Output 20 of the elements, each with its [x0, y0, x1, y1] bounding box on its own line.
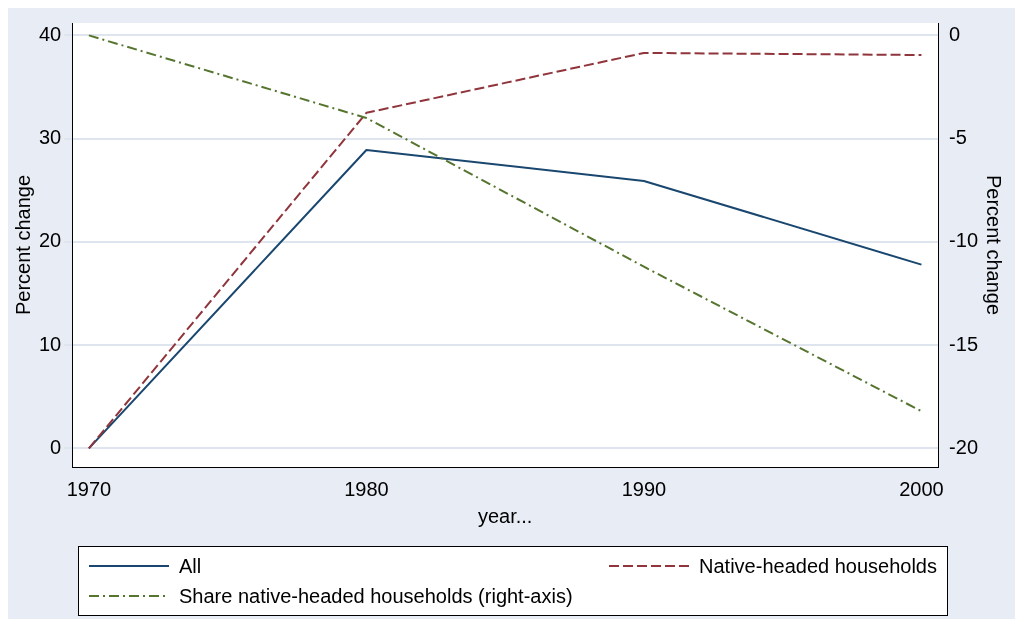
y-axis-title: Percent change [11, 174, 34, 316]
legend-label: All [179, 554, 202, 578]
x-tick-label: 2000 [899, 477, 944, 500]
y2-tick-label: -20 [949, 435, 978, 458]
y2-axis-title: Percent change [983, 174, 1006, 316]
x-axis-title: year... [477, 504, 533, 527]
y2-tick-label: -5 [949, 126, 967, 149]
y-tick-label: 10 [39, 332, 62, 355]
legend-label: Share native-headed households (right-axis) [179, 584, 573, 608]
y2-tick-label: -15 [949, 332, 978, 355]
x-tick-label: 1980 [344, 477, 389, 500]
y-tick-label: 30 [39, 126, 62, 149]
x-tick-label: 1990 [621, 477, 667, 500]
y2-tick-label: 0 [949, 22, 961, 45]
x-tick-label: 1970 [66, 477, 112, 500]
y-tick-label: 0 [50, 435, 62, 458]
y-tick-label: 20 [39, 229, 62, 252]
legend-label: Native-headed households [699, 554, 937, 578]
y2-tick-label: -10 [949, 229, 978, 252]
y-tick-label: 40 [39, 22, 62, 45]
